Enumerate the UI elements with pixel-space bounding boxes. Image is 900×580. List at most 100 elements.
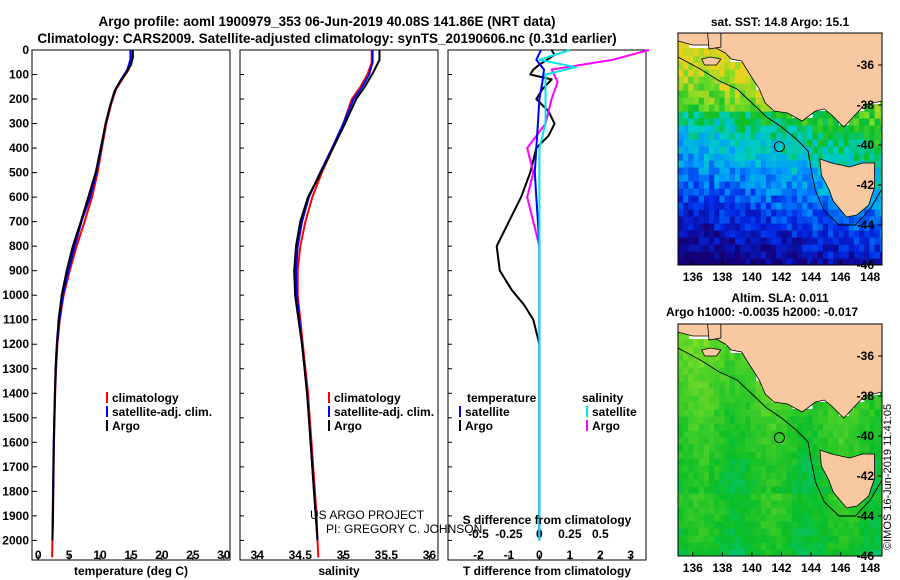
lat-tick-label: -46 <box>857 258 875 272</box>
t-difference-axis: -2 -1 0 1 2 3 <box>448 49 634 562</box>
map-cell <box>766 251 772 259</box>
map-cell <box>755 174 762 182</box>
map-cell <box>750 251 757 259</box>
lon-tick-label: 142 <box>771 270 791 284</box>
depth-tick-label: 1000 <box>2 288 29 302</box>
map-cell <box>740 444 746 452</box>
map-cell <box>683 153 689 161</box>
map-cell <box>734 76 741 84</box>
map-cell <box>693 465 700 473</box>
map-cell <box>859 423 865 431</box>
map-cell <box>734 62 741 70</box>
map-cell <box>838 528 845 536</box>
map-cell <box>703 216 710 224</box>
map-cell <box>828 202 834 210</box>
map-cell <box>853 216 860 224</box>
map-cell <box>766 423 772 431</box>
map-cell <box>864 223 871 231</box>
map-cell <box>786 472 793 480</box>
map-cell <box>879 223 882 231</box>
map-cell <box>838 549 845 556</box>
map-cell <box>724 472 731 480</box>
map-cell <box>776 223 783 231</box>
map-cell <box>869 118 876 126</box>
map-cell <box>766 139 772 147</box>
map-cell <box>874 409 881 417</box>
map-cell <box>869 430 876 438</box>
map-cell <box>740 423 746 431</box>
map-cell <box>859 216 865 224</box>
map-cell <box>683 209 689 217</box>
map-cell <box>869 195 876 203</box>
map-cell <box>678 97 684 105</box>
map-cell <box>734 402 741 410</box>
map-cell <box>760 160 767 168</box>
map-cell <box>781 430 788 438</box>
map-cell <box>760 479 767 487</box>
map-cell <box>683 195 689 203</box>
x-tick-label: 10 <box>93 548 107 562</box>
map-cell <box>734 83 741 91</box>
map-cell <box>828 132 834 140</box>
map-cell <box>797 202 803 210</box>
map-cell <box>719 437 726 445</box>
map-cell <box>714 181 720 189</box>
map-cell <box>791 444 798 452</box>
map-cell <box>817 216 824 224</box>
lon-tick-label: 142 <box>771 561 791 575</box>
map-cell <box>714 48 720 56</box>
map-cell <box>797 451 803 459</box>
map-cell <box>740 244 746 252</box>
map-cell <box>807 237 814 245</box>
map-cell <box>843 223 850 231</box>
map-cell <box>791 167 798 175</box>
map-cell <box>869 521 876 529</box>
map-cell <box>771 479 777 487</box>
map-cell <box>745 216 752 224</box>
depth-tick-label: 0 <box>22 43 29 57</box>
map-cell <box>807 479 814 487</box>
map-cell <box>703 416 710 424</box>
map-cell <box>729 514 736 522</box>
map-cell <box>724 188 731 196</box>
map-cell <box>703 549 710 556</box>
map-cell <box>766 237 772 245</box>
map-cell <box>745 402 752 410</box>
sla-coastline <box>678 324 882 517</box>
sla-map: Altim. SLA: 0.011 Argo h1000: -0.0035 h2… <box>666 291 883 575</box>
map-cell <box>729 202 736 210</box>
map-cell <box>797 160 803 168</box>
map-cell <box>729 76 736 84</box>
map-cell <box>703 388 710 396</box>
map-cell <box>771 111 777 119</box>
map-cell <box>833 258 839 265</box>
map-cell <box>797 542 803 550</box>
map-cell <box>843 230 850 238</box>
map-cell <box>822 195 829 203</box>
map-cell <box>760 251 767 259</box>
map-cell <box>797 146 803 154</box>
map-cell <box>833 542 839 550</box>
map-cell <box>740 209 746 217</box>
map-cell <box>729 549 736 556</box>
map-cell <box>724 223 731 231</box>
map-cell <box>874 258 881 265</box>
map-cell <box>776 181 783 189</box>
map-cell <box>698 360 705 368</box>
s-tick-label: 0.5 <box>592 527 609 541</box>
map-cell <box>879 549 882 556</box>
land-kangaroo-island <box>701 347 722 357</box>
map-cell <box>766 535 772 543</box>
map-cell <box>859 416 865 424</box>
map-cell <box>709 388 715 396</box>
map-cell <box>869 223 876 231</box>
project-credit: US ARGO PROJECT <box>310 508 425 522</box>
map-cell <box>755 395 762 403</box>
map-cell <box>698 244 705 252</box>
map-cell <box>802 542 808 550</box>
x-tick-label: 5 <box>66 548 73 562</box>
map-cell <box>693 167 700 175</box>
map-cell <box>719 251 726 259</box>
map-cell <box>766 104 772 112</box>
map-cell <box>724 416 731 424</box>
